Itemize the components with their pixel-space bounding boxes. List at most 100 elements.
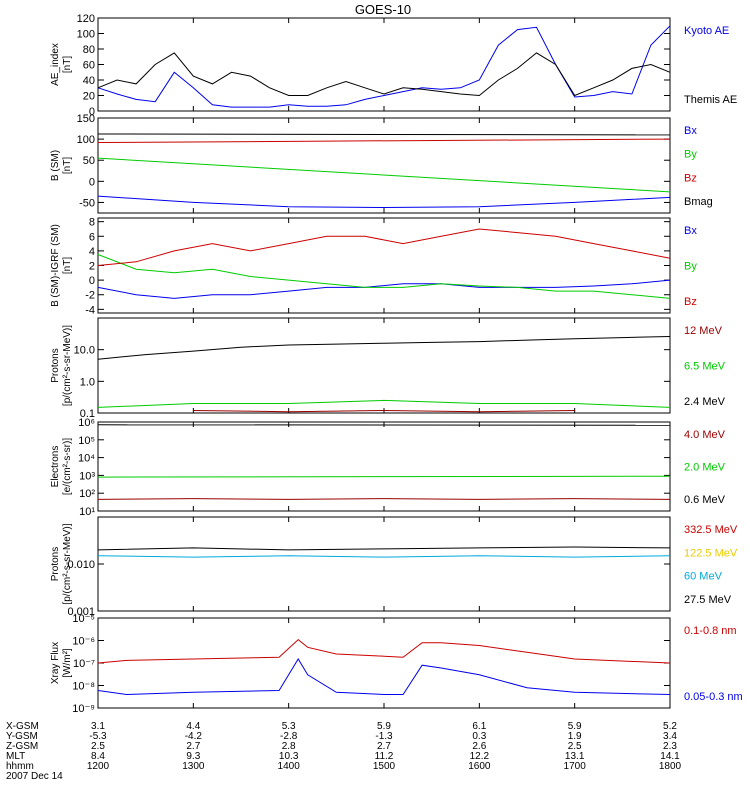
- y-tick-label: 10¹: [79, 506, 95, 518]
- series-line: [97, 475, 671, 478]
- footer-row-label: MLT: [6, 751, 25, 762]
- footer-value: 2.5: [91, 741, 105, 752]
- y-axis-label: [nT]: [62, 157, 73, 174]
- series-line: [97, 279, 671, 299]
- series-line: [97, 228, 671, 266]
- y-tick-label: 20: [83, 91, 95, 103]
- panel-1: 0 20 40 60 80 100 120 AE_index [nT] Kyoto AE Themi…: [50, 13, 737, 118]
- y-tick-label: 0: [89, 106, 95, 118]
- footer-value: 2.6: [472, 741, 486, 752]
- y-tick-label: 40: [83, 75, 95, 87]
- y-axis-label: AE_index: [50, 43, 61, 86]
- footer-value: 5.2: [663, 721, 677, 732]
- legend-label: Bz: [684, 296, 697, 308]
- y-tick-label: 10⁻⁶: [72, 636, 95, 648]
- y-tick-label: 100: [77, 29, 95, 41]
- footer-value: 3.1: [91, 721, 105, 732]
- footer-row-label: hhmm: [6, 761, 34, 772]
- panel-2: -50 0 50 100 150 B (SM) [nT] Bx By Bz Bmag: [50, 113, 713, 214]
- legend-label: Bx: [684, 125, 697, 137]
- series-line: [97, 195, 671, 209]
- y-axis-label: [p/(cm²-s-sr-MeV)]: [62, 523, 73, 604]
- legend-label: By: [684, 261, 697, 273]
- y-tick-label: 10⁶: [78, 417, 95, 429]
- legend-label: Bmag: [684, 196, 713, 208]
- series-line: [97, 555, 671, 558]
- series-line: [97, 546, 671, 551]
- legend-label: Bz: [684, 172, 697, 184]
- panel-frame: [97, 217, 671, 314]
- y-tick-label: 8: [89, 217, 95, 229]
- legend-label: 0.6 MeV: [684, 494, 726, 506]
- footer-value: 9.3: [186, 751, 200, 762]
- series-line: [97, 25, 671, 108]
- y-axis-label: [W/m²]: [62, 648, 73, 678]
- footer-value: 13.1: [565, 751, 585, 762]
- footer-row-label: 2007 Dec 14: [6, 771, 63, 782]
- panel-frame: [97, 117, 671, 214]
- footer-value: 1600: [468, 761, 491, 772]
- y-tick-label: 100: [77, 134, 95, 146]
- footer-value: 1400: [278, 761, 301, 772]
- y-tick-label: 10⁵: [78, 435, 95, 447]
- series-line: [97, 498, 671, 500]
- y-tick-label: 6: [89, 231, 95, 243]
- footer-row-label: X-GSM: [6, 721, 39, 732]
- y-tick-label: 10²: [79, 488, 95, 500]
- footer-value: 2.7: [186, 741, 200, 752]
- footer-value: 1500: [373, 761, 396, 772]
- legend-label: Kyoto AE: [684, 25, 729, 37]
- series-line: [97, 133, 671, 136]
- footer-value: 14.1: [660, 751, 680, 762]
- y-tick-label: 120: [77, 13, 95, 25]
- panel-5: 10¹ 10² 10³ 10⁴ 10⁵ 10⁶ Electrons [e/(cm²-s-sr)…: [50, 417, 726, 518]
- y-tick-label: 10⁴: [78, 453, 95, 465]
- legend-label: Themis AE: [684, 94, 737, 106]
- y-axis-label: Xray Flux: [50, 642, 61, 684]
- footer-value: 2.7: [377, 741, 391, 752]
- footer-value: 1200: [87, 761, 110, 772]
- footer-value: -2.8: [280, 731, 298, 742]
- panel-frame: [97, 516, 671, 612]
- y-tick-label: 0: [89, 275, 95, 287]
- panel-7: 10⁻⁹ 10⁻⁸ 10⁻⁷ 10⁻⁶ 10⁻⁵ Xray Flux [W/m²] 0.1-0…: [50, 613, 743, 715]
- y-tick-label: 10.0: [74, 345, 95, 357]
- legend-label: 122.5 MeV: [684, 547, 738, 559]
- y-tick-label: 10⁻⁹: [72, 703, 95, 715]
- series-line: [97, 424, 671, 426]
- legend-label: 2.0 MeV: [684, 462, 726, 474]
- footer-value: 2.8: [282, 741, 296, 752]
- y-tick-label: 0.001: [67, 606, 95, 618]
- y-tick-label: -2: [85, 290, 95, 302]
- legend-label: 0.1-0.8 nm: [684, 625, 737, 637]
- footer-value: -5.3: [89, 731, 107, 742]
- series-line: [193, 409, 575, 413]
- legend-label: 12 MeV: [684, 325, 723, 337]
- footer-value: 2.5: [568, 741, 582, 752]
- series-line: [97, 138, 671, 143]
- y-tick-label: 60: [83, 60, 95, 72]
- series-line: [97, 254, 671, 299]
- legend-label: 0.05-0.3 nm: [684, 691, 743, 703]
- panel-6: 0.001 0.010 Protons [p/(cm²-s-sr-MeV)] 332.5…: [50, 516, 738, 618]
- y-axis-label: [nT]: [62, 56, 73, 73]
- series-line: [97, 157, 671, 193]
- legend-label: 60 MeV: [684, 571, 723, 583]
- legend-label: 332.5 MeV: [684, 524, 738, 536]
- footer-value: 2.3: [663, 741, 677, 752]
- footer-value: 5.3: [282, 721, 296, 732]
- footer-value: 12.2: [470, 751, 490, 762]
- y-tick-label: 10⁻⁵: [72, 613, 95, 625]
- footer-value: 1700: [564, 761, 587, 772]
- y-tick-label: 50: [83, 155, 95, 167]
- footer-value: 5.9: [377, 721, 391, 732]
- y-tick-label: -50: [79, 197, 95, 209]
- y-tick-label: -4: [85, 304, 95, 316]
- y-axis-label: B (SM)-IGRF (SM): [50, 224, 61, 307]
- footer-value: 11.2: [375, 751, 394, 762]
- y-tick-label: 2: [89, 261, 95, 273]
- series-line: [97, 658, 671, 696]
- y-tick-label: 10⁻⁸: [72, 681, 95, 693]
